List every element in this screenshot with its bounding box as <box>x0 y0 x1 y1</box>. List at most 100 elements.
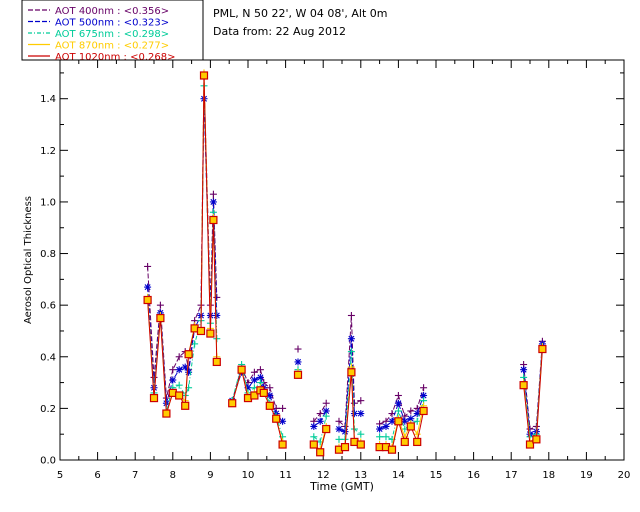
station-info: PML, N 50 22', W 04 08', Alt 0m <box>213 7 387 20</box>
asterisk-stroke <box>294 358 302 365</box>
data-point-plus <box>169 366 177 374</box>
data-point-square <box>156 313 165 323</box>
asterisk-stroke <box>520 366 527 373</box>
data-point-plus <box>156 301 164 309</box>
y-tick-label: 1.4 <box>40 94 56 105</box>
data-point-square <box>309 440 318 449</box>
data-point-plus <box>407 407 415 415</box>
data-point-square <box>316 448 325 457</box>
x-tick-label: 6 <box>94 470 100 481</box>
asterisk-stroke <box>420 392 427 399</box>
data-point-plus <box>250 368 258 376</box>
x-tick-label: 20 <box>618 470 631 481</box>
data-point-plus <box>413 430 421 438</box>
data-point-plus <box>266 384 274 392</box>
data-point-asterisk <box>213 311 221 319</box>
x-tick-label: 14 <box>392 470 405 481</box>
data-point-asterisk <box>335 425 343 433</box>
legend-label: AOT 870nm : <0.277> <box>55 41 169 52</box>
x-tick-label: 17 <box>505 470 518 481</box>
data-point-plus <box>335 435 343 443</box>
asterisk-stroke <box>144 284 151 291</box>
series-line <box>147 75 218 414</box>
y-tick-label: 1.0 <box>40 197 56 208</box>
data-point-asterisk <box>376 425 384 433</box>
data-point-square <box>199 71 209 80</box>
axes: 5 6 7 8 9 10 11 12 13 14 15 16 17 18 19 20 0.0 0.2 0.4 0.6 0… <box>40 60 630 481</box>
data-point-asterisk <box>520 366 528 374</box>
data-point-plus <box>191 340 199 348</box>
data-point-square <box>293 370 303 379</box>
data-point-plus <box>382 433 390 441</box>
data-point-plus <box>256 366 264 374</box>
data-point-plus <box>144 262 152 270</box>
data-point-square <box>162 409 171 418</box>
asterisk-stroke <box>169 376 176 384</box>
y-axis-label: Aerosol Optical Thickness <box>23 196 34 324</box>
x-tick-label: 7 <box>132 470 138 481</box>
series-line <box>313 416 327 443</box>
series-line <box>147 98 218 404</box>
data-point-square <box>259 388 268 398</box>
y-tick-label: 0.6 <box>40 301 56 312</box>
data-point-asterisk <box>181 363 189 371</box>
data-point-asterisk <box>175 366 183 374</box>
data-point-asterisk <box>407 415 415 423</box>
data-point-square <box>184 350 193 359</box>
series-5 <box>143 71 547 457</box>
asterisk-stroke <box>357 410 364 417</box>
asterisk-stroke <box>182 364 189 371</box>
data-point-plus <box>209 190 217 198</box>
asterisk-stroke <box>395 400 402 407</box>
asterisk-stroke <box>414 410 421 417</box>
x-tick-label: 19 <box>580 470 593 481</box>
asterisk-stroke <box>348 335 355 342</box>
data-point-asterisk <box>347 335 355 343</box>
data-point-plus <box>322 412 330 420</box>
data-point-plus <box>394 391 402 399</box>
data-point-plus <box>316 410 324 418</box>
data-point-plus <box>150 373 158 381</box>
data-point-square <box>340 442 350 452</box>
data-point-asterisk <box>144 283 152 291</box>
legend-frame <box>21 0 204 61</box>
data-point-square <box>525 440 535 449</box>
asterisk-stroke <box>407 415 414 422</box>
data-point-asterisk <box>382 422 390 430</box>
data-point-square <box>278 440 287 449</box>
data-point-square <box>406 422 415 431</box>
series-1 <box>144 74 546 433</box>
asterisk-stroke <box>335 426 343 433</box>
data-point-plus <box>294 345 302 353</box>
x-tick-label: 12 <box>317 470 330 481</box>
data-point-asterisk <box>310 422 318 430</box>
data-point-plus <box>420 384 428 392</box>
data-point-square <box>413 437 422 447</box>
data-point-square <box>143 295 152 305</box>
data-point-square <box>356 440 365 449</box>
data-point-square <box>212 357 221 367</box>
y-tick-label: 1.2 <box>40 146 56 157</box>
series-3 <box>144 82 546 446</box>
data-point-asterisk <box>169 376 177 384</box>
data-point-square <box>237 365 246 374</box>
data-point-square <box>175 391 184 400</box>
data-point-asterisk <box>250 376 258 384</box>
data-point-asterisk <box>394 399 402 407</box>
asterisk-stroke <box>176 366 183 373</box>
asterisk-stroke <box>376 426 383 433</box>
legend-label: AOT 500nm : <0.323> <box>55 18 169 29</box>
legend-label: AOT 675nm : <0.298> <box>55 29 169 40</box>
data-point-plus <box>347 348 355 356</box>
data-point-square <box>181 401 190 410</box>
asterisk-stroke <box>351 410 358 417</box>
x-tick-label: 9 <box>207 470 213 481</box>
data-point-plus <box>175 381 183 389</box>
series-line <box>147 72 218 414</box>
legend-label: AOT 1020nm : <0.268> <box>55 52 175 63</box>
data-point-square <box>196 326 206 336</box>
data-point-square <box>538 344 547 354</box>
x-tick-label: 13 <box>354 470 367 481</box>
data-point-asterisk <box>357 410 365 418</box>
